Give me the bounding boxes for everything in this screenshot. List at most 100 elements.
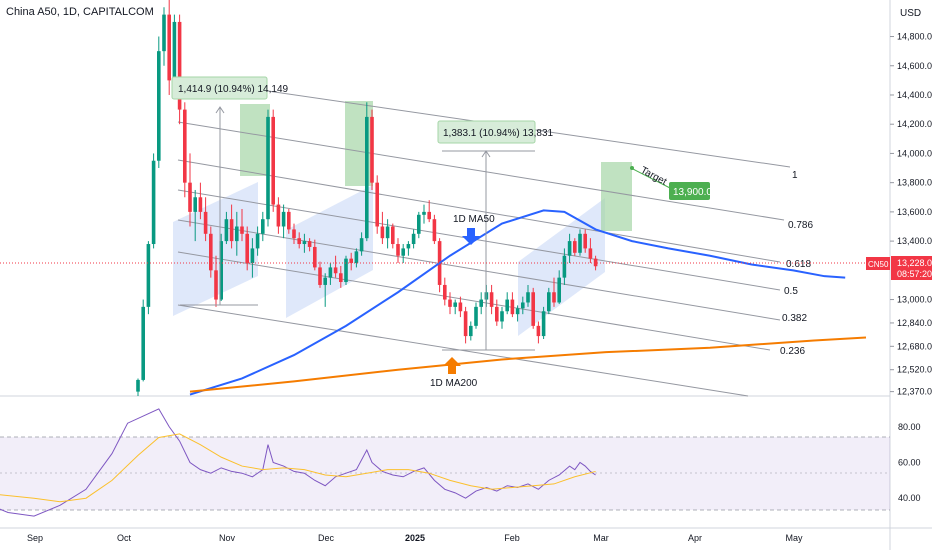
candle-body [458, 302, 463, 312]
candle-body [515, 308, 520, 315]
rsi-ma-line [0, 433, 596, 503]
candle-body [479, 299, 483, 307]
candle-body [427, 211, 431, 220]
candle-body [422, 211, 426, 215]
price-tick-label: 13,400.0 [897, 236, 932, 246]
price-tick-label: 12,840.0 [897, 318, 932, 328]
candle-body [224, 219, 229, 242]
candle-body [531, 292, 535, 326]
green-box-mid [345, 101, 373, 186]
time-axis[interactable]: Sep Oct Nov Dec 2025 Feb Mar Apr May [27, 533, 803, 543]
candle-body [562, 255, 567, 278]
candle-body [276, 204, 281, 227]
candle-body [157, 51, 161, 161]
symbol-badge-label: CN50 [868, 260, 889, 269]
fib-label-1: 1 [792, 170, 798, 181]
rsi-axis: 80.00 60.00 40.00 [898, 422, 921, 503]
candle-body [526, 292, 530, 303]
candle-body [411, 233, 416, 245]
candle-body [266, 116, 270, 220]
candle-body [344, 258, 348, 283]
candle-body [505, 299, 509, 312]
rsi-tick-label: 40.00 [898, 493, 921, 503]
candle-body [583, 233, 587, 249]
candle-body [209, 233, 213, 271]
candle-body [500, 311, 504, 322]
candle-body [401, 248, 405, 256]
candle-body [235, 226, 239, 242]
symbol-badge [866, 257, 890, 270]
currency-label: USD [900, 8, 921, 19]
candle-body [271, 116, 275, 205]
fib-label-0382: 0.382 [782, 313, 807, 324]
candle-body [489, 292, 494, 307]
time-tick-label: Mar [593, 533, 609, 543]
candle-body [240, 226, 244, 234]
price-badge [891, 256, 932, 280]
green-box-left [240, 104, 270, 176]
candle-body [557, 277, 561, 303]
candle-body [219, 241, 223, 300]
candle-body [292, 229, 296, 239]
candle-body [162, 14, 166, 52]
candle-body [432, 219, 437, 242]
candle-body [198, 197, 203, 212]
candle-body [406, 244, 411, 249]
chart-title: China A50, 1D, CAPITALCOM [6, 6, 154, 18]
candle-body [463, 311, 468, 337]
candle-body [359, 238, 364, 252]
candle-body [391, 226, 395, 245]
candle-body [203, 211, 208, 234]
candle-body [417, 214, 421, 234]
candle-body [578, 233, 582, 253]
time-tick-label: Dec [318, 533, 335, 543]
candle-body [297, 238, 301, 245]
channel-box-3 [518, 198, 605, 336]
candle-body [370, 116, 374, 183]
candle-body [354, 251, 359, 264]
candle-body [328, 267, 333, 278]
measure-left-head [215, 106, 225, 114]
target-box [601, 162, 632, 231]
candle-body [349, 258, 353, 264]
candle-body [552, 292, 556, 303]
candles-layer [136, 0, 598, 396]
candle-body [146, 244, 151, 307]
candle-body [151, 160, 156, 245]
ma50-arrow-icon [462, 228, 480, 245]
measure-left-label: 1,414.9 (10.94%) 14,149 [178, 84, 289, 95]
candle-body [302, 241, 307, 245]
time-tick-label: 2025 [405, 533, 425, 543]
candle-body [469, 325, 473, 337]
price-axis[interactable]: 14,800.0 14,600.0 14,400.0 14,200.0 14,000.0… [890, 32, 932, 397]
candle-body [229, 219, 234, 242]
price-tick-label: 12,370.0 [897, 387, 932, 397]
rsi-band [0, 437, 890, 510]
time-tick-label: Oct [117, 533, 132, 543]
candle-body [281, 211, 286, 227]
candle-body [313, 246, 317, 268]
candle-body [547, 292, 551, 312]
ma200-line [189, 336, 867, 393]
candle-body [188, 182, 192, 212]
candle-body [474, 306, 478, 326]
price-tick-label: 12,680.0 [897, 341, 932, 351]
price-tick-label: 13,600.0 [897, 207, 932, 217]
candle-body [177, 21, 182, 110]
candle-body [172, 21, 177, 81]
target-marker: Target 13,900.0 [630, 165, 712, 200]
rsi-tick-label: 60.00 [898, 458, 921, 468]
candle-body [443, 284, 447, 300]
rsi-pane[interactable]: 80.00 60.00 40.00 [0, 408, 921, 517]
candle-body [183, 109, 187, 183]
measure-right-label-bg [437, 120, 536, 144]
candle-body [385, 226, 390, 239]
time-tick-label: Apr [688, 533, 702, 543]
candle-body [396, 244, 400, 256]
fib-line-0786 [177, 121, 785, 221]
candle-body [593, 258, 598, 267]
candle-body [536, 325, 541, 337]
candle-body [307, 241, 312, 247]
